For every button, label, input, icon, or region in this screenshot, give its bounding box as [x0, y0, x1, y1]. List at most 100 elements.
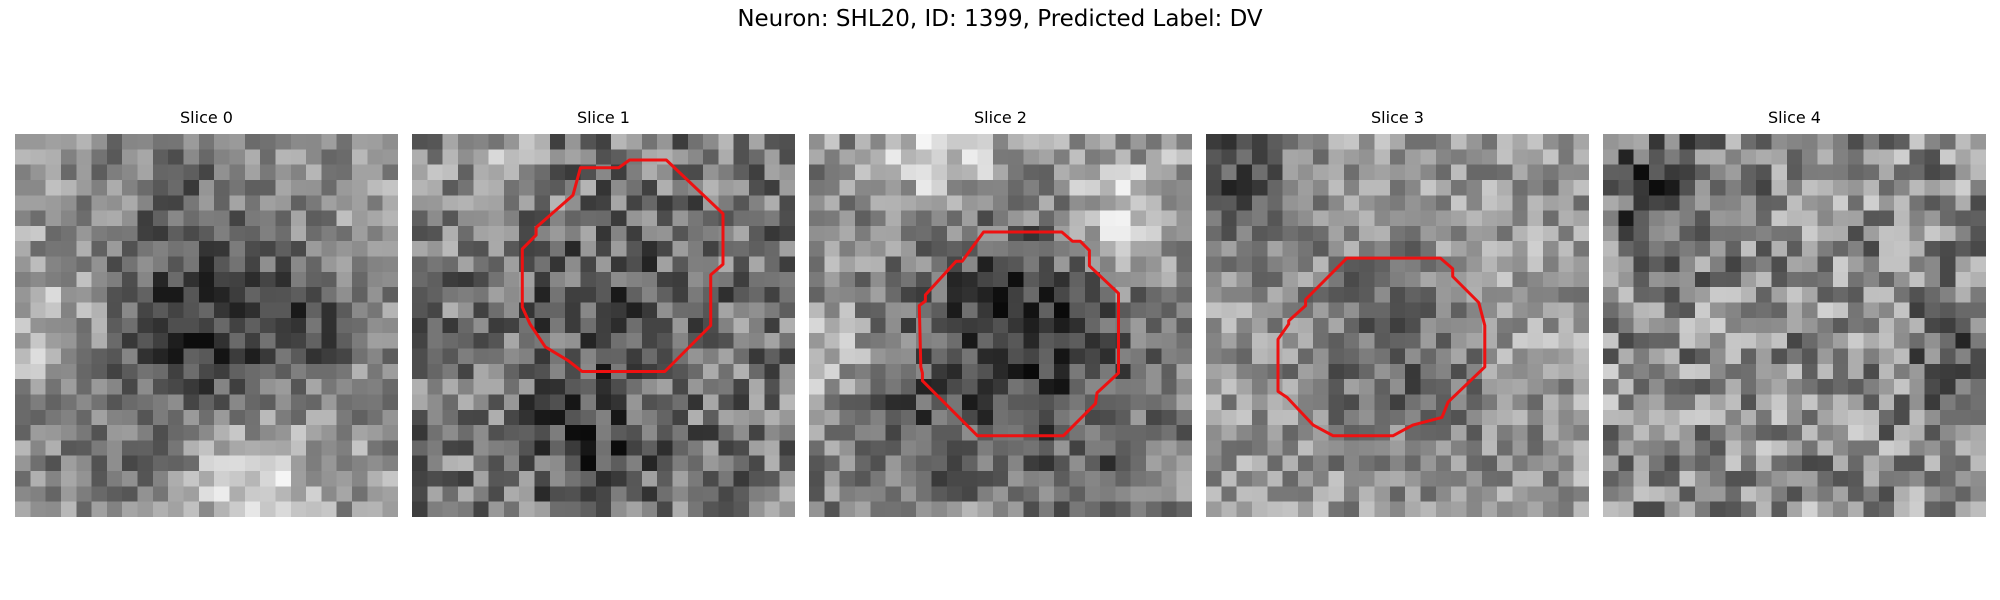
pixel-cell [473, 317, 490, 334]
pixel-cell [1038, 471, 1055, 487]
pixel-cell [1451, 455, 1468, 472]
pixel-cell [1084, 486, 1101, 503]
pixel-cell [306, 134, 322, 150]
pixel-cell [367, 302, 384, 319]
pixel-cell [1603, 302, 1619, 319]
pixel-cell [76, 195, 93, 212]
pixel-cell [900, 394, 917, 411]
pixel-cell [1115, 471, 1132, 487]
pixel-cell [962, 271, 979, 288]
pixel-cell [962, 471, 979, 487]
pixel-cell [1481, 379, 1498, 396]
pixel-cell [1451, 379, 1468, 396]
pixel-cell [106, 317, 123, 334]
pixel-cell [1940, 271, 1956, 288]
pixel-cell [1527, 471, 1544, 487]
pixel-cell [137, 164, 154, 181]
pixel-cell [229, 317, 246, 334]
pixel-cell [1802, 394, 1819, 411]
pixel-cell [1267, 149, 1284, 166]
pixel-cell [1054, 287, 1071, 304]
pixel-cell [1374, 302, 1391, 319]
pixel-cell [1603, 164, 1619, 181]
pixel-cell [1161, 425, 1178, 441]
pixel-cell [977, 134, 994, 150]
pixel-cell [1176, 333, 1192, 350]
pixel-cell [1405, 149, 1422, 166]
pixel-cell [764, 363, 781, 380]
pixel-cell [626, 241, 643, 258]
pixel-cell [718, 302, 735, 319]
pixel-cell [1940, 195, 1956, 212]
pixel-cell [1725, 379, 1742, 396]
pixel-cell [1282, 225, 1299, 242]
pixel-cell [1679, 287, 1696, 304]
pixel-cell [992, 440, 1009, 457]
pixel-cell [321, 425, 338, 441]
pixel-cell [1633, 179, 1650, 196]
slice-image-1 [412, 134, 795, 517]
pixel-cell [30, 363, 47, 380]
pixel-cell [885, 241, 902, 258]
pixel-cell [977, 149, 994, 166]
pixel-cell [76, 271, 93, 288]
pixel-cell [1146, 179, 1162, 196]
pixel-cell [1221, 317, 1238, 334]
pixel-cell [1038, 302, 1055, 319]
pixel-cell [1832, 317, 1849, 334]
pixel-cell [1512, 363, 1529, 380]
pixel-cell [916, 348, 933, 365]
pixel-cell [1832, 134, 1849, 150]
pixel-cell [1374, 333, 1391, 350]
pixel-cell [260, 210, 277, 227]
pixel-cell [885, 179, 902, 196]
pixel-cell [1405, 317, 1422, 334]
pixel-cell [382, 501, 398, 517]
pixel-cell [76, 333, 93, 350]
pixel-cell [473, 149, 490, 166]
pixel-cell [1161, 379, 1178, 396]
pixel-cell [946, 302, 963, 319]
pixel-cell [1481, 210, 1498, 227]
pixel-cell [1756, 379, 1773, 396]
pixel-cell [611, 256, 628, 273]
pixel-cell [1894, 134, 1910, 150]
pixel-cell [214, 425, 231, 441]
pixel-cell [45, 164, 62, 181]
pixel-cell [1313, 271, 1330, 288]
pixel-cell [626, 210, 643, 227]
pixel-cell [1832, 195, 1849, 212]
pixel-cell [457, 256, 474, 273]
pixel-cell [427, 501, 444, 517]
pixel-cell [1343, 149, 1360, 166]
pixel-cell [1008, 455, 1025, 472]
pixel-cell [91, 195, 108, 212]
pixel-cell [1710, 501, 1727, 517]
pixel-cell [1481, 409, 1498, 426]
pixel-cell [1466, 256, 1483, 273]
pixel-cell [488, 256, 505, 273]
pixel-cell [137, 271, 154, 288]
pixel-cell [1786, 210, 1803, 227]
pixel-cell [91, 363, 108, 380]
pixel-cell [15, 317, 31, 334]
pixel-cell [214, 440, 231, 457]
pixel-cell [824, 425, 841, 441]
pixel-cell [488, 195, 505, 212]
pixel-cell [1940, 210, 1956, 227]
pixel-cell [779, 179, 795, 196]
pixel-cell [1115, 379, 1132, 396]
pixel-cell [1527, 241, 1544, 258]
pixel-cell [1206, 241, 1222, 258]
pixel-cell [1573, 440, 1589, 457]
pixel-cell [106, 379, 123, 396]
pixel-cell [382, 256, 398, 273]
pixel-cell [45, 317, 62, 334]
pixel-cell [412, 501, 428, 517]
pixel-cell [1130, 379, 1147, 396]
pixel-cell [1359, 287, 1376, 304]
pixel-cell [1389, 486, 1406, 503]
pixel-cell [1970, 287, 1986, 304]
pixel-cell [1603, 455, 1619, 472]
pixel-cell [1100, 149, 1116, 166]
